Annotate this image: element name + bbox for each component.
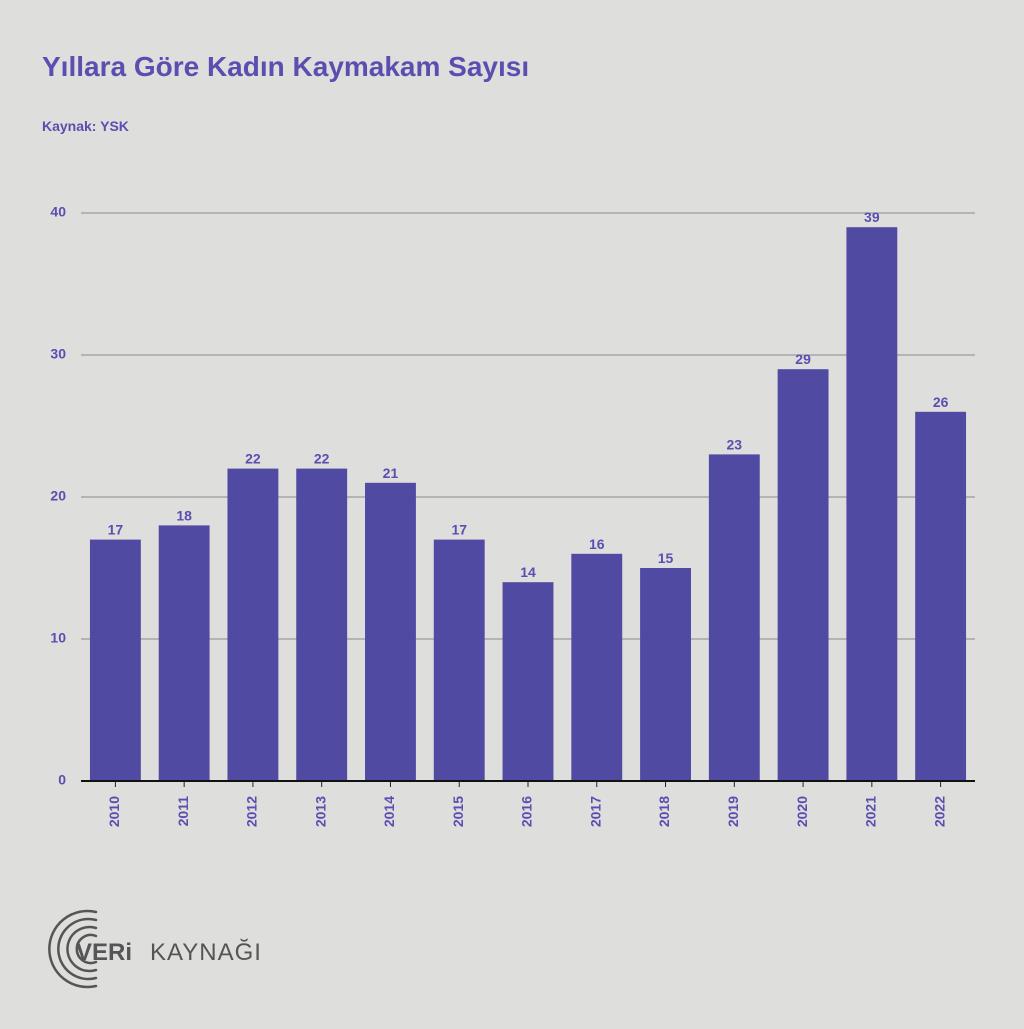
bar <box>227 468 279 781</box>
bar <box>846 227 898 781</box>
x-tick-label: 2022 <box>931 796 947 827</box>
x-tick-label: 2012 <box>244 796 260 827</box>
bar <box>915 411 967 781</box>
y-tick-label: 40 <box>50 204 66 220</box>
value-label: 16 <box>589 536 605 552</box>
value-label: 22 <box>314 451 330 467</box>
bar <box>89 539 141 781</box>
value-label: 15 <box>658 550 674 566</box>
bar <box>365 482 416 781</box>
bar <box>296 468 348 781</box>
chart-title: Yıllara Göre Kadın Kaymakam Sayısı <box>42 51 529 82</box>
x-tick-label: 2010 <box>106 796 122 827</box>
x-tick-label: 2015 <box>450 796 466 827</box>
value-label: 21 <box>383 465 399 481</box>
x-tick-label: 2021 <box>863 796 879 827</box>
value-label: 17 <box>451 522 467 538</box>
bar <box>571 553 623 781</box>
bar <box>777 369 829 781</box>
y-tick-label: 0 <box>58 772 66 788</box>
x-tick-label: 2017 <box>587 796 603 827</box>
value-label: 39 <box>864 209 880 225</box>
x-tick-label: 2018 <box>656 796 672 827</box>
y-tick-label: 30 <box>50 346 66 362</box>
bar <box>158 525 210 781</box>
y-tick-label: 20 <box>50 488 66 504</box>
x-tick-label: 2019 <box>725 796 741 827</box>
value-label: 17 <box>108 522 124 538</box>
bar <box>433 539 485 781</box>
logo-bold: VERi <box>76 939 132 966</box>
logo-light: KAYNAĞI <box>150 939 262 966</box>
value-label: 14 <box>520 564 536 580</box>
y-tick-label: 10 <box>50 630 66 646</box>
value-label: 29 <box>795 351 811 367</box>
bar <box>708 454 760 781</box>
x-tick-label: 2011 <box>175 796 191 827</box>
value-label: 18 <box>176 507 192 523</box>
chart-subtitle: Kaynak: YSK <box>42 118 129 134</box>
bar <box>502 582 554 781</box>
x-tick-label: 2013 <box>312 796 328 827</box>
x-tick-label: 2014 <box>381 796 397 827</box>
x-tick-label: 2020 <box>794 796 810 827</box>
value-label: 23 <box>727 436 743 452</box>
x-tick-label: 2016 <box>519 796 535 827</box>
value-label: 22 <box>245 451 261 467</box>
bar <box>640 568 691 781</box>
logo-icon <box>48 909 98 989</box>
value-label: 26 <box>933 394 949 410</box>
